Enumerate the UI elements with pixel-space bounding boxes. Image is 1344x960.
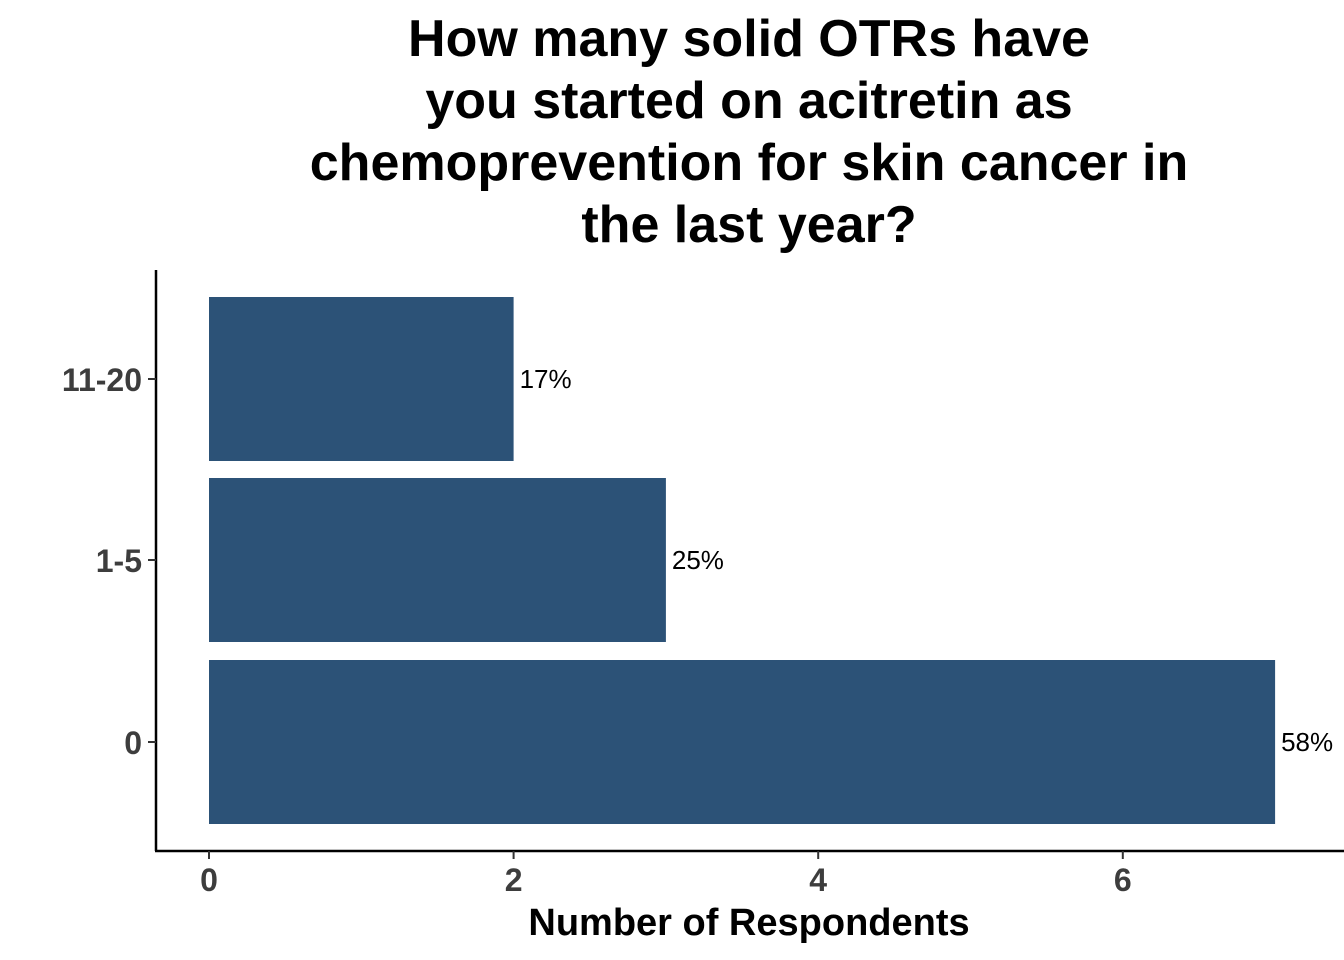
data-label-1-5: 25% — [672, 545, 724, 575]
x-tick-label: 0 — [200, 862, 218, 898]
x-axis-ticks: 0 2 4 6 — [200, 851, 1132, 898]
data-label-11-20: 17% — [520, 364, 572, 394]
data-labels: 58% 25% 17% — [520, 364, 1334, 757]
bar-11-20 — [209, 297, 514, 461]
x-axis-title: Number of Respondents — [528, 902, 969, 944]
bars — [209, 297, 1276, 824]
x-tick-label: 6 — [1114, 862, 1132, 898]
chart-title-line: How many solid OTRs have — [408, 10, 1090, 68]
x-tick-label: 2 — [505, 862, 523, 898]
bar-1-5 — [209, 478, 666, 642]
y-axis-ticks: 0 1-5 11-20 — [62, 362, 156, 761]
y-tick-label: 11-20 — [62, 362, 142, 398]
y-tick-label: 1-5 — [96, 543, 142, 579]
chart-title-line: chemoprevention for skin cancer in — [310, 134, 1188, 192]
bar-0 — [209, 660, 1276, 824]
x-tick-label: 4 — [809, 862, 827, 898]
y-tick-label: 0 — [124, 725, 142, 761]
data-label-0: 58% — [1281, 727, 1333, 757]
chart-title-line: the last year? — [581, 196, 916, 254]
chart-title-line: you started on acitretin as — [425, 72, 1072, 130]
